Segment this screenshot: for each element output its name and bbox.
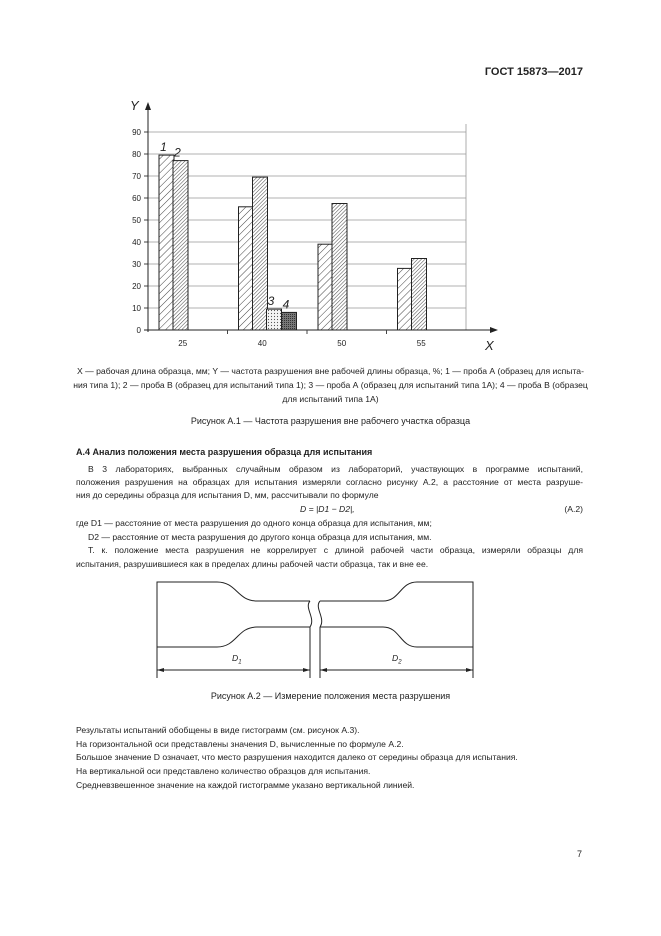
formula-number: (А.2) xyxy=(564,504,583,514)
label-d1-text: 1 xyxy=(238,659,242,666)
figure-a2-caption: Рисунок А.2 — Измерение положения места … xyxy=(210,691,451,701)
y-tick-label: 40 xyxy=(132,238,141,247)
results-line: Результаты испытаний обобщены в виде гис… xyxy=(76,725,360,735)
section-heading: А.4 Анализ положения места разрушения об… xyxy=(76,447,373,457)
break-line xyxy=(307,600,323,628)
y-axis-arrow xyxy=(145,102,151,110)
x-axis-label: X xyxy=(484,338,495,353)
bar-series-1 xyxy=(158,154,175,331)
y-tick-label: 20 xyxy=(132,282,141,291)
results-line: На горизонтальной оси представлены значе… xyxy=(76,739,404,749)
y-tick-label: 80 xyxy=(132,150,141,159)
figure-a1-legend-line: для испытаний типа 1А) xyxy=(282,394,379,404)
formula: D = |D1 − D2|, xyxy=(300,504,355,514)
paragraph-line: В 3 лабораториях, выбранных случайным об… xyxy=(88,464,583,474)
y-tick-label: 60 xyxy=(132,194,141,203)
bar-series-2 xyxy=(172,160,189,331)
paragraph-line: испытания, разрушившиеся как в пределах … xyxy=(76,559,429,569)
page-number: 7 xyxy=(577,849,583,859)
y-tick-label: 10 xyxy=(132,304,141,313)
figure-a1-chart: 0 10 20 30 40 50 60 70 80 90 Y X 25 40 50 55 1 2 3 4 xyxy=(130,98,498,353)
specimen-left-half xyxy=(156,581,310,648)
y-tick-label: 70 xyxy=(132,172,141,181)
series-label: 4 xyxy=(283,297,290,311)
x-tick-label: 25 xyxy=(178,339,187,348)
y-tick-label: 0 xyxy=(137,326,142,335)
results-line: Средневзвешенное значение на каждой гист… xyxy=(76,780,415,790)
bar-series-3 xyxy=(266,308,282,331)
bar-series-1 xyxy=(238,206,254,331)
bar-series-1 xyxy=(317,243,334,331)
label-d2: D2 xyxy=(392,653,402,666)
specimen-right-half xyxy=(320,581,474,648)
series-label: 1 xyxy=(160,140,167,154)
figure-a2-specimen-drawing xyxy=(156,581,474,678)
bar-series-4 xyxy=(281,311,297,331)
series-label: 2 xyxy=(173,146,181,160)
series-label: 3 xyxy=(268,294,275,308)
figure-a1-legend-line: ния типа 1); 2 — проба В (образец для ис… xyxy=(73,380,588,390)
x-tick-label: 55 xyxy=(417,339,426,348)
paragraph-line: положения разрушения на образцах для исп… xyxy=(76,477,583,487)
bar-series-2 xyxy=(411,258,427,331)
results-line: На вертикальной оси представлено количес… xyxy=(76,766,371,776)
paragraph-line: ния до середины образца для испытания D,… xyxy=(76,490,379,500)
label-d2-text: 2 xyxy=(398,659,402,666)
bar-series-2 xyxy=(252,176,268,331)
figure-a1-legend-line: X — рабочая длина образца, мм; Y — часто… xyxy=(77,366,584,376)
where-line: D2 — расстояние от места разрушения до д… xyxy=(88,532,432,542)
bar-series-2 xyxy=(331,203,348,331)
y-tick-label: 50 xyxy=(132,216,141,225)
document-code: ГОСТ 15873—2017 xyxy=(484,66,583,78)
x-axis-arrow xyxy=(490,327,498,333)
where-line: где D1 — расстояние от места разрушения … xyxy=(76,518,432,528)
y-axis-label: Y xyxy=(130,98,140,113)
x-tick-label: 50 xyxy=(337,339,346,348)
results-line: Большое значение D означает, что место р… xyxy=(76,752,518,762)
y-tick-label: 90 xyxy=(132,128,141,137)
label-d1: D1 xyxy=(232,653,242,666)
figure-a1-caption: Рисунок А.1 — Частота разрушения вне раб… xyxy=(190,416,471,426)
paragraph-line: Т. к. положение места разрушения не корр… xyxy=(88,545,583,555)
x-tick-label: 40 xyxy=(258,339,267,348)
y-tick-label: 30 xyxy=(132,260,141,269)
bar-series-1 xyxy=(397,267,413,331)
